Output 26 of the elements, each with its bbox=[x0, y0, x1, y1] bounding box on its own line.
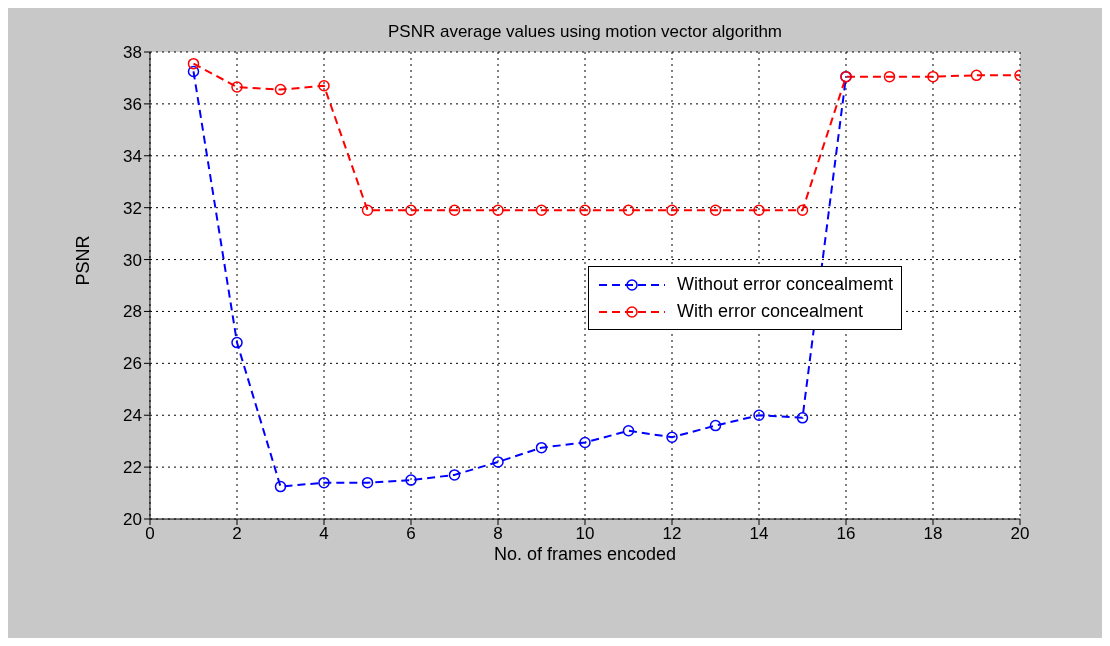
y-tick-label: 28 bbox=[123, 302, 142, 322]
x-tick-label: 10 bbox=[575, 524, 595, 544]
x-axis-title: No. of frames encoded bbox=[493, 544, 677, 564]
y-tick-label: 30 bbox=[123, 250, 142, 270]
y-tick-label: 26 bbox=[123, 354, 142, 374]
y-tick-label: 34 bbox=[123, 146, 142, 166]
x-tick-label: 12 bbox=[662, 524, 682, 544]
y-tick-label: 20 bbox=[123, 510, 142, 530]
legend-label: Without error concealmemt bbox=[677, 274, 894, 295]
y-tick-label: 32 bbox=[123, 198, 142, 218]
x-tick-label: 6 bbox=[406, 524, 416, 544]
y-tick-label: 24 bbox=[123, 406, 142, 426]
legend-label: With error concealment bbox=[677, 301, 864, 322]
y-tick-label: 22 bbox=[123, 458, 142, 478]
x-tick-label: 14 bbox=[749, 524, 769, 544]
x-tick-label: 8 bbox=[493, 524, 503, 544]
x-tick-label: 20 bbox=[1010, 524, 1030, 544]
x-tick-label: 4 bbox=[319, 524, 329, 544]
x-tick-label: 16 bbox=[836, 524, 856, 544]
x-tick-label: 18 bbox=[923, 524, 943, 544]
x-tick-label: 2 bbox=[232, 524, 242, 544]
y-axis-title: PSNR bbox=[73, 235, 94, 286]
chart-title: PSNR average values using motion vector algorithm bbox=[387, 22, 783, 42]
y-tick-label: 38 bbox=[123, 43, 142, 63]
y-tick-label: 36 bbox=[123, 94, 142, 114]
x-tick-label: 0 bbox=[145, 524, 155, 544]
